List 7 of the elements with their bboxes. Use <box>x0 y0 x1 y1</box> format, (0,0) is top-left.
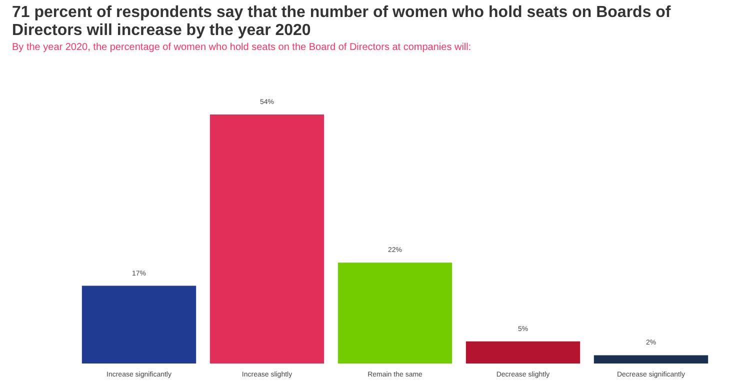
chart-subtitle: By the year 2020, the percentage of women who hold seats on the Board of Directors at companies will: <box>12 42 472 53</box>
bar <box>336 262 454 364</box>
bar <box>80 284 198 364</box>
bar <box>592 354 710 364</box>
chart-title: 71 percent of respondents say that the number of women who hold seats on Boards of Directors will increase by the year 2020 <box>12 4 672 40</box>
bar <box>208 114 326 364</box>
bar <box>464 340 582 364</box>
